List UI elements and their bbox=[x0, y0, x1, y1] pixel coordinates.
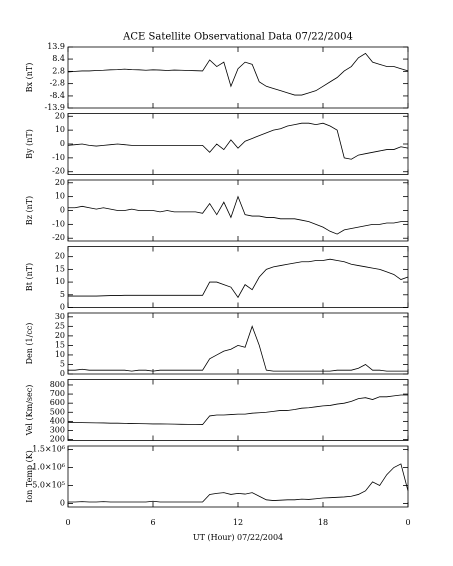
chart-title: ACE Satellite Observational Data 07/22/2… bbox=[122, 32, 353, 43]
y-tick-label: 0 bbox=[60, 498, 65, 507]
y-tick-label: 13.9 bbox=[47, 42, 65, 51]
data-line bbox=[68, 463, 409, 503]
y-tick-label: 400 bbox=[50, 416, 65, 425]
y-axis-label: Ion Temp (K) bbox=[25, 450, 34, 503]
y-tick-label: 8.4 bbox=[52, 54, 65, 63]
y-tick-label: 2.8 bbox=[52, 66, 65, 75]
y-tick-label: 1.0×10⁶ bbox=[32, 463, 65, 472]
y-tick-label: -8.4 bbox=[50, 91, 65, 100]
y-axis-label: Bz (nT) bbox=[25, 196, 34, 225]
y-axis-label: Bt (nT) bbox=[25, 263, 34, 291]
panel-frame bbox=[67, 46, 409, 109]
panel-frame bbox=[67, 246, 409, 308]
y-tick-label: 0 bbox=[60, 303, 65, 312]
y-tick-label: 10 bbox=[55, 350, 65, 359]
y-tick-label: 5.0×10⁵ bbox=[32, 480, 65, 489]
y-tick-label: -2.8 bbox=[50, 79, 65, 88]
y-tick-label: 800 bbox=[50, 380, 65, 389]
y-tick-label: 15 bbox=[55, 264, 65, 273]
y-tick-label: -10 bbox=[52, 219, 65, 228]
x-tick-label: 6 bbox=[150, 518, 155, 527]
data-line bbox=[68, 258, 409, 299]
y-tick-label: 10 bbox=[55, 192, 65, 201]
y-tick-label: 700 bbox=[50, 389, 65, 398]
y-axis-label: Den (1/cc) bbox=[25, 323, 34, 365]
x-tick-label: 18 bbox=[318, 518, 328, 527]
data-line bbox=[68, 325, 408, 372]
x-tick-label: 0 bbox=[405, 518, 410, 527]
x-tick-label: 12 bbox=[233, 518, 243, 527]
y-tick-label: 10 bbox=[55, 277, 65, 286]
y-tick-label: 0 bbox=[60, 139, 65, 148]
data-line bbox=[67, 122, 409, 160]
y-tick-label: 300 bbox=[50, 425, 65, 434]
x-axis-label: UT (Hour) 07/22/2004 bbox=[193, 533, 283, 542]
y-tick-label: 15 bbox=[55, 340, 65, 349]
y-tick-label: -10 bbox=[52, 153, 65, 162]
data-line bbox=[67, 52, 409, 96]
y-tick-label: 10 bbox=[55, 125, 65, 134]
y-tick-label: 5 bbox=[60, 359, 65, 368]
y-axis-label: By (nT) bbox=[25, 129, 34, 159]
y-tick-label: 600 bbox=[50, 398, 65, 407]
y-tick-label: 0 bbox=[60, 369, 65, 378]
y-axis-label: Bx (nT) bbox=[25, 63, 34, 93]
y-tick-label: 0 bbox=[60, 206, 65, 215]
y-tick-label: 20 bbox=[55, 178, 65, 187]
y-tick-label: 25 bbox=[55, 321, 65, 330]
y-tick-label: -20 bbox=[52, 233, 65, 242]
y-tick-label: 1.5×10⁶ bbox=[32, 445, 65, 454]
y-tick-label: 200 bbox=[50, 435, 65, 444]
y-axis-label: Vel (Km/sec) bbox=[25, 385, 34, 437]
panel-frame bbox=[67, 379, 409, 441]
panel-frame bbox=[67, 445, 409, 508]
data-line bbox=[67, 394, 408, 425]
y-tick-label: -20 bbox=[52, 167, 65, 176]
y-tick-label: 5 bbox=[60, 290, 65, 299]
x-tick-label: 0 bbox=[65, 518, 70, 527]
y-tick-label: 20 bbox=[55, 331, 65, 340]
data-line bbox=[68, 195, 408, 235]
y-tick-label: 30 bbox=[55, 312, 65, 321]
y-tick-label: 20 bbox=[55, 111, 65, 120]
y-tick-label: 500 bbox=[50, 407, 65, 416]
y-tick-label: -13.9 bbox=[44, 103, 65, 112]
panel-frame bbox=[67, 312, 409, 375]
y-tick-label: 20 bbox=[55, 252, 65, 261]
